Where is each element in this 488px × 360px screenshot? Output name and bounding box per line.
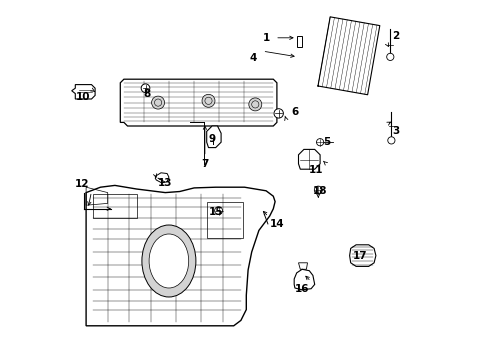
Text: 5: 5 [323,137,330,147]
Text: 3: 3 [391,126,399,136]
Circle shape [141,84,149,93]
Text: 6: 6 [291,107,298,117]
Text: 14: 14 [270,219,285,229]
Polygon shape [298,149,320,169]
Text: 13: 13 [157,178,171,188]
Text: 4: 4 [249,53,257,63]
Circle shape [316,139,323,146]
Circle shape [387,137,394,144]
Circle shape [386,53,393,60]
Polygon shape [294,269,314,290]
Polygon shape [349,245,375,266]
Bar [206,202,242,238]
Circle shape [248,98,261,111]
Polygon shape [120,79,276,126]
Polygon shape [72,85,95,99]
Text: 17: 17 [352,251,366,261]
Polygon shape [86,185,275,326]
Bar [93,194,136,218]
Text: 9: 9 [208,134,215,144]
Text: 11: 11 [308,165,323,175]
Circle shape [214,207,222,215]
Text: 12: 12 [75,179,90,189]
Text: 15: 15 [209,207,223,217]
Text: 10: 10 [76,92,90,102]
Ellipse shape [149,234,188,288]
Circle shape [151,96,164,109]
Circle shape [202,94,215,107]
Polygon shape [296,36,302,47]
Ellipse shape [142,225,196,297]
Polygon shape [155,173,168,183]
Text: 7: 7 [201,159,208,169]
Circle shape [314,186,322,194]
Text: 16: 16 [294,284,309,294]
Text: 1: 1 [262,33,269,43]
Circle shape [273,109,283,118]
Text: 18: 18 [312,186,326,196]
Text: 2: 2 [391,31,399,41]
Polygon shape [206,126,221,148]
Text: 8: 8 [143,89,151,99]
Polygon shape [298,263,307,269]
